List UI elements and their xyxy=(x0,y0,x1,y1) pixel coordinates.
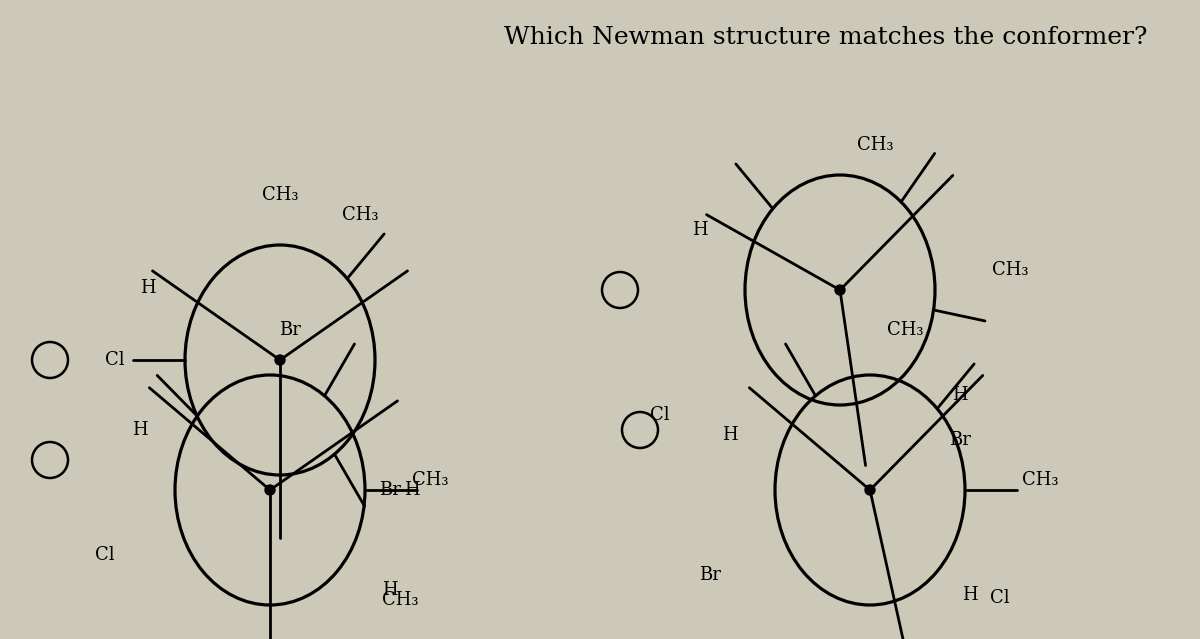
Text: CH₃: CH₃ xyxy=(412,471,449,489)
Text: Cl: Cl xyxy=(106,351,125,369)
Text: CH₃: CH₃ xyxy=(991,261,1028,279)
Text: CH₃: CH₃ xyxy=(1021,471,1058,489)
Text: Which Newman structure matches the conformer?: Which Newman structure matches the confo… xyxy=(504,26,1147,49)
Text: CH₃: CH₃ xyxy=(262,186,299,204)
Text: H: H xyxy=(692,221,708,239)
Text: H: H xyxy=(952,386,968,404)
Text: H: H xyxy=(962,586,978,604)
Text: Cl: Cl xyxy=(650,406,670,424)
Text: CH₃: CH₃ xyxy=(887,321,923,339)
Text: H: H xyxy=(140,279,156,297)
Text: Br: Br xyxy=(949,431,971,449)
Text: CH₃: CH₃ xyxy=(342,206,378,224)
Text: Br: Br xyxy=(700,566,721,584)
Text: H: H xyxy=(404,481,420,499)
Text: H: H xyxy=(382,581,398,599)
Circle shape xyxy=(265,485,275,495)
Text: H: H xyxy=(722,426,738,444)
Circle shape xyxy=(865,485,875,495)
Text: Br: Br xyxy=(379,481,401,499)
Circle shape xyxy=(835,285,845,295)
Text: CH₃: CH₃ xyxy=(382,591,419,609)
Text: Cl: Cl xyxy=(990,589,1010,607)
Text: Br: Br xyxy=(280,321,301,339)
Circle shape xyxy=(275,355,286,365)
Text: Cl: Cl xyxy=(95,546,115,564)
Text: H: H xyxy=(132,421,148,439)
Text: CH₃: CH₃ xyxy=(857,136,893,154)
